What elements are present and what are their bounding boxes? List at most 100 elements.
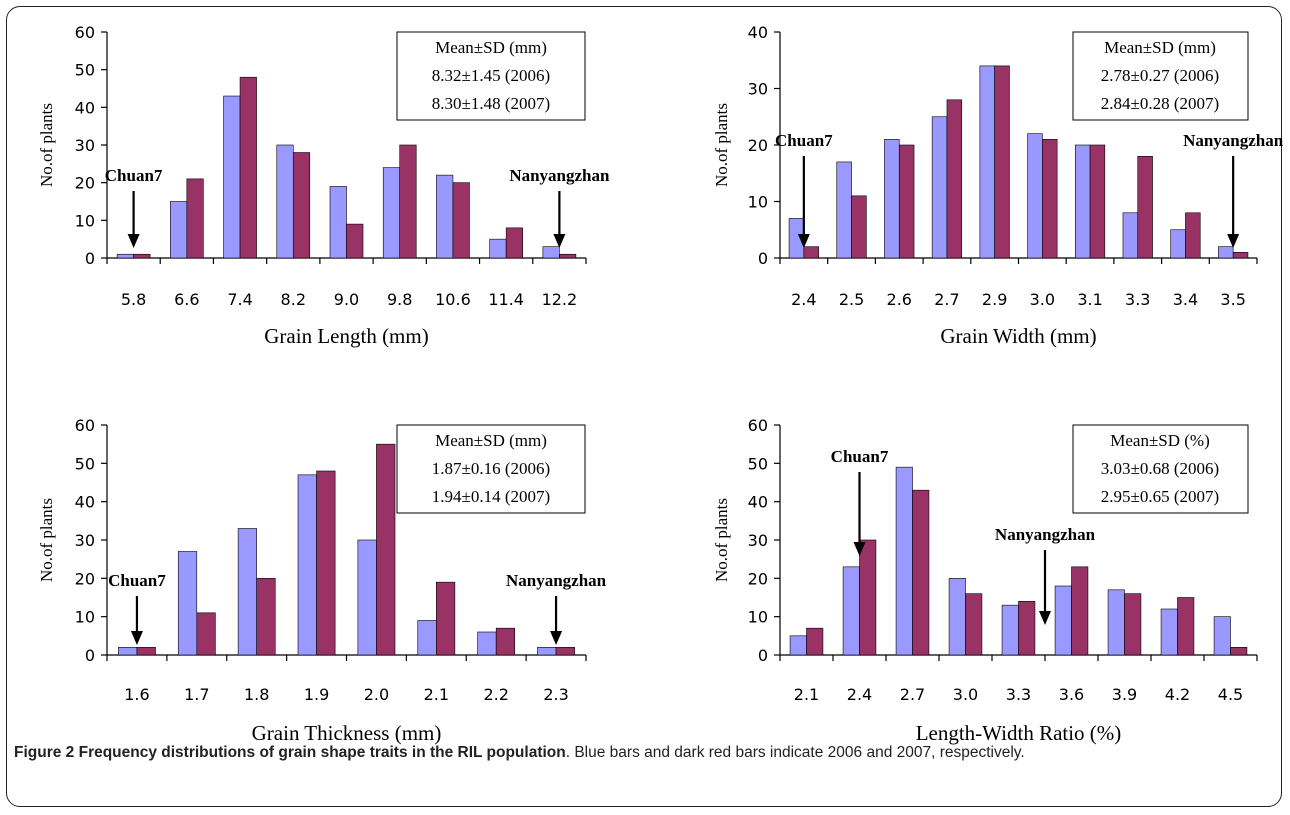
stats-line: 2.84±0.28 (2007) — [1101, 94, 1219, 113]
bar-2007 — [186, 178, 204, 259]
y-tick-label: 20 — [75, 569, 95, 588]
bar-2006 — [170, 201, 188, 259]
bar-2007 — [495, 627, 516, 656]
bar-2007 — [452, 182, 470, 259]
bar-2007 — [1124, 593, 1142, 656]
annotation-label: Chuan7 — [775, 131, 833, 150]
caption-text: . Blue bars and dark red bars indicate 2… — [565, 744, 1025, 761]
y-tick-label: 40 — [748, 493, 768, 512]
bar-2007 — [436, 581, 456, 656]
bar-2006 — [542, 246, 560, 259]
bar-2006 — [417, 620, 437, 656]
bar-2006 — [237, 528, 257, 656]
y-tick-label: 40 — [75, 493, 95, 512]
bar-2006 — [329, 186, 347, 259]
stats-line: 3.03±0.68 (2006) — [1101, 459, 1219, 478]
bar-2006 — [1054, 585, 1072, 656]
bar-2007 — [196, 612, 216, 656]
y-axis-label: No.of plants — [712, 498, 731, 582]
y-tick-label: 0 — [85, 249, 95, 268]
panel-grain-length: 0 10 20 30 40 50 60 5.8 6.6 7.4 8.2 9.0 9.8 10.6 11.4 1… — [37, 23, 610, 348]
bar-2007 — [1089, 144, 1106, 259]
bar-2006 — [436, 174, 454, 259]
x-tick-label: 12.2 — [542, 290, 578, 309]
annotation-label: Nanyangzhan — [1183, 131, 1284, 150]
bar-2006 — [1074, 144, 1091, 259]
y-tick-label: 30 — [75, 136, 95, 155]
bar-2007 — [806, 627, 824, 656]
y-tick-label: 0 — [758, 646, 768, 665]
x-axis-label: Grain Length (mm) — [264, 324, 428, 348]
bar-2006 — [1107, 589, 1125, 656]
bar-2006 — [297, 474, 317, 656]
x-tick-label: 2.9 — [982, 290, 1007, 309]
bar-2006 — [177, 551, 198, 656]
bar-2006 — [1213, 616, 1231, 656]
stats-box — [396, 424, 586, 514]
annotation-label: Chuan7 — [105, 166, 163, 185]
bar-2006 — [931, 116, 948, 259]
bar-2006 — [1218, 246, 1234, 259]
bar-2007 — [316, 470, 336, 656]
annotation-arrow-head — [130, 631, 143, 645]
bar-2007 — [559, 253, 577, 259]
bar-2007 — [859, 539, 877, 656]
x-tick-label: 1.9 — [304, 685, 329, 704]
bar-2006 — [382, 167, 401, 259]
stats-line: 1.94±0.14 (2007) — [432, 487, 550, 506]
bar-2007 — [1177, 597, 1195, 656]
stats-line: Mean±SD (mm) — [435, 431, 547, 450]
x-tick-label: 10.6 — [435, 290, 471, 309]
x-tick-label: 3.5 — [1220, 290, 1245, 309]
bar-2007 — [898, 144, 915, 259]
x-tick-label: 1.8 — [244, 685, 269, 704]
stats-line: 1.87±0.16 (2006) — [432, 459, 550, 478]
x-tick-label: 3.3 — [1125, 290, 1150, 309]
x-tick-label: 4.2 — [1165, 685, 1190, 704]
y-axis-label: No.of plants — [37, 103, 56, 187]
annotation-arrow-head — [853, 542, 866, 556]
x-tick-label: 2.3 — [543, 685, 568, 704]
y-tick-label: 60 — [748, 416, 768, 435]
figure-frame — [6, 6, 1282, 807]
stats-line: 2.95±0.65 (2007) — [1101, 487, 1219, 506]
annotation-arrow-head — [1039, 611, 1051, 625]
bar-2006 — [223, 95, 241, 259]
y-axis-label: No.of plants — [37, 498, 56, 582]
stats-line: 8.32±1.45 (2006) — [432, 66, 550, 85]
bar-2007 — [912, 489, 930, 656]
bar-2007 — [555, 647, 575, 656]
x-axis-label: Grain Width (mm) — [940, 324, 1096, 348]
y-tick-label: 10 — [748, 608, 768, 627]
stats-box — [1072, 424, 1249, 514]
x-tick-label: 2.0 — [364, 685, 389, 704]
bar-2006 — [895, 466, 913, 656]
bar-2007 — [346, 223, 364, 259]
bar-2006 — [948, 578, 966, 656]
x-tick-label: 3.0 — [953, 685, 978, 704]
x-axis-label: Length-Width Ratio (%) — [916, 721, 1122, 745]
bar-2007 — [946, 99, 963, 259]
x-tick-label: 8.2 — [281, 290, 306, 309]
x-tick-label: 2.4 — [791, 290, 816, 309]
annotation-arrow-head — [797, 234, 810, 248]
x-tick-label: 2.4 — [847, 685, 872, 704]
x-tick-label: 11.4 — [488, 290, 524, 309]
stats-line: Mean±SD (mm) — [1104, 38, 1216, 57]
bar-2006 — [357, 539, 377, 656]
x-tick-label: 3.1 — [1077, 290, 1102, 309]
annotation-label: Nanyangzhan — [509, 166, 610, 185]
bar-2007 — [1018, 601, 1036, 656]
y-tick-label: 10 — [75, 211, 95, 230]
y-tick-label: 40 — [75, 98, 95, 117]
stats-line: Mean±SD (mm) — [435, 38, 547, 57]
bar-2007 — [851, 195, 867, 259]
x-tick-label: 9.0 — [334, 290, 359, 309]
bar-2006 — [477, 631, 497, 656]
stats-line: 2.78±0.27 (2006) — [1101, 66, 1219, 85]
x-tick-label: 6.6 — [174, 290, 199, 309]
annotation-arrow-head — [553, 234, 566, 248]
bar-2006 — [1160, 608, 1178, 656]
y-tick-label: 60 — [75, 23, 95, 42]
